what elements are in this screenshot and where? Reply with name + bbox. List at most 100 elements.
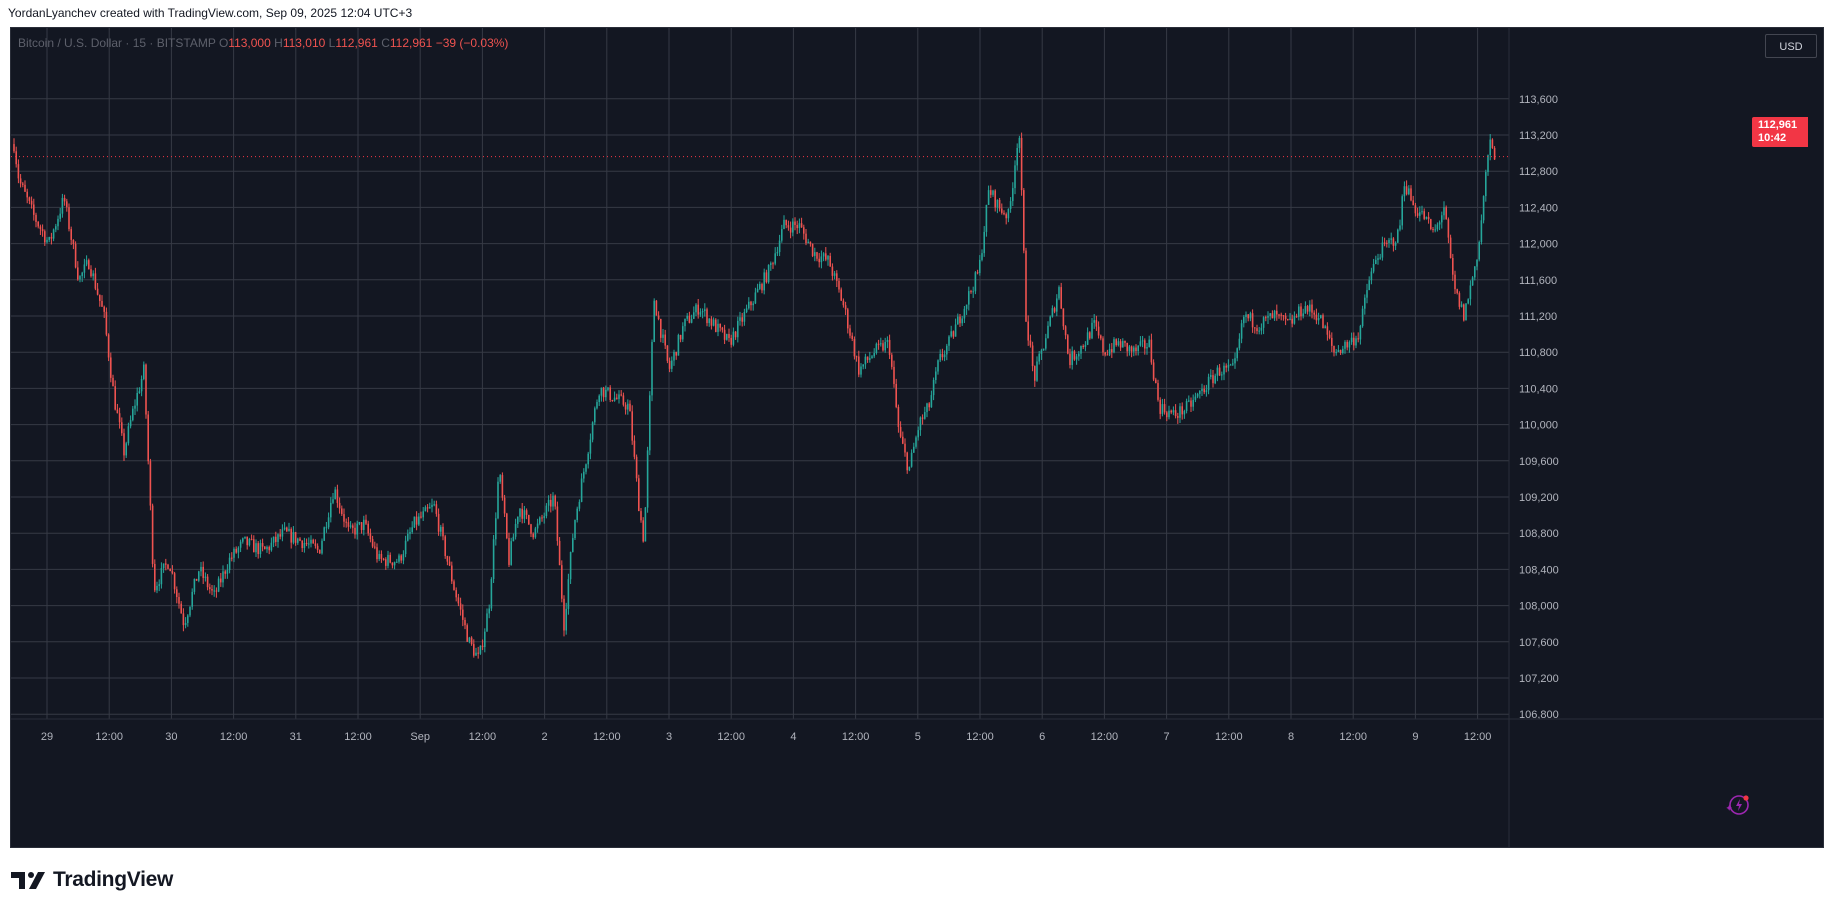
candle-body: [732, 331, 735, 345]
candle-body: [286, 527, 288, 532]
candle-body: [954, 324, 957, 337]
candle-body: [1414, 205, 1417, 214]
candle-body: [1287, 319, 1289, 321]
candle-body: [1361, 308, 1364, 327]
candle-body: [338, 502, 341, 509]
candle-body: [693, 312, 695, 319]
candle-body: [908, 466, 911, 471]
candle-body: [1023, 190, 1025, 251]
last-price-label: 112,961 10:42: [1752, 117, 1808, 147]
candle-body: [1194, 396, 1197, 400]
candle-body: [1309, 304, 1311, 312]
candle-body: [657, 315, 660, 319]
candle-body: [833, 273, 836, 276]
candle-body: [563, 598, 565, 631]
candle-body: [1401, 196, 1403, 226]
candle-body: [15, 151, 17, 165]
candle-body: [543, 516, 545, 519]
candle-body: [921, 417, 924, 419]
tradingview-logo-icon: [11, 872, 45, 889]
candle-body: [191, 591, 193, 607]
candle-body: [1128, 346, 1131, 352]
candle-body: [138, 391, 141, 393]
candle-body: [866, 356, 869, 360]
candle-body: [61, 197, 64, 214]
candle-body: [572, 538, 574, 552]
candle-body: [948, 336, 950, 346]
candle-body: [895, 383, 897, 407]
candle-body: [539, 517, 541, 524]
candle-body: [1254, 327, 1256, 329]
candle-body: [525, 510, 528, 515]
candle-body: [52, 229, 55, 239]
candle-body: [957, 316, 959, 325]
candle-body: [462, 609, 464, 620]
candle-body: [228, 557, 231, 570]
candle-body: [759, 284, 761, 289]
candle-body: [811, 243, 814, 256]
candle-body: [926, 403, 928, 413]
candle-body: [1315, 314, 1318, 321]
y-tick-label: 108,800: [1519, 528, 1559, 540]
candle-body: [66, 201, 68, 208]
candle-body: [1368, 280, 1370, 291]
y-tick-label: 112,000: [1519, 239, 1558, 251]
candle-body: [1093, 320, 1095, 323]
candle-body: [422, 511, 424, 518]
candle-body: [358, 522, 361, 524]
candle-body: [74, 243, 77, 268]
candle-body: [1036, 361, 1038, 381]
candle-body: [829, 255, 831, 267]
candle-body: [653, 300, 655, 342]
candle-body: [330, 502, 332, 518]
candle-body: [1232, 363, 1234, 365]
candle-body: [81, 272, 83, 277]
candle-body: [605, 389, 607, 398]
x-tick-label: 12:00: [1215, 731, 1243, 743]
candle-body: [1221, 374, 1223, 376]
candle-body: [1438, 222, 1441, 225]
candle-body: [756, 288, 759, 293]
candle-body: [305, 542, 308, 544]
candle-body: [1339, 349, 1342, 354]
candle-body: [147, 414, 149, 462]
candle-body: [1227, 365, 1230, 368]
candle-body: [466, 625, 468, 642]
candle-body: [695, 304, 697, 313]
candle-body: [220, 578, 222, 583]
candle-body: [869, 358, 871, 360]
candle-body: [1172, 410, 1175, 413]
y-tick-label: 113,600: [1519, 94, 1558, 106]
candle-body: [668, 360, 671, 369]
candle-body: [1042, 348, 1045, 351]
candle-body: [121, 422, 123, 434]
currency-button[interactable]: USD: [1765, 34, 1817, 58]
candle-body: [393, 562, 396, 566]
chart-panel[interactable]: 113,600 113,200 112,800 112,400 112,000 111,6…: [10, 27, 1824, 848]
candle-body: [996, 199, 999, 208]
candle-body: [279, 534, 281, 537]
candle-body: [765, 272, 768, 283]
candle-body: [990, 190, 992, 195]
candle-body: [424, 507, 427, 512]
candle-body: [149, 461, 152, 506]
candle-body: [853, 339, 856, 357]
candle-body: [382, 558, 385, 560]
candle-body: [226, 569, 229, 574]
tradingview-brand[interactable]: TradingView: [11, 868, 173, 892]
candle-body: [682, 326, 684, 340]
candle-body: [1441, 215, 1443, 223]
candle-body: [246, 536, 248, 546]
candle-body: [367, 523, 369, 534]
candle-body: [1265, 317, 1267, 319]
candle-body: [1399, 225, 1401, 230]
candle-body: [640, 511, 642, 521]
candle-body: [613, 397, 616, 401]
candlestick-chart[interactable]: 113,600 113,200 112,800 112,400 112,000 111,6…: [11, 28, 1823, 847]
candle-body: [1183, 410, 1186, 415]
candle-body: [68, 207, 70, 230]
candle-body: [1381, 242, 1384, 258]
snapshot-lightning-icon[interactable]: [1725, 791, 1753, 819]
candle-body: [1452, 258, 1454, 275]
candle-body: [1276, 310, 1278, 315]
